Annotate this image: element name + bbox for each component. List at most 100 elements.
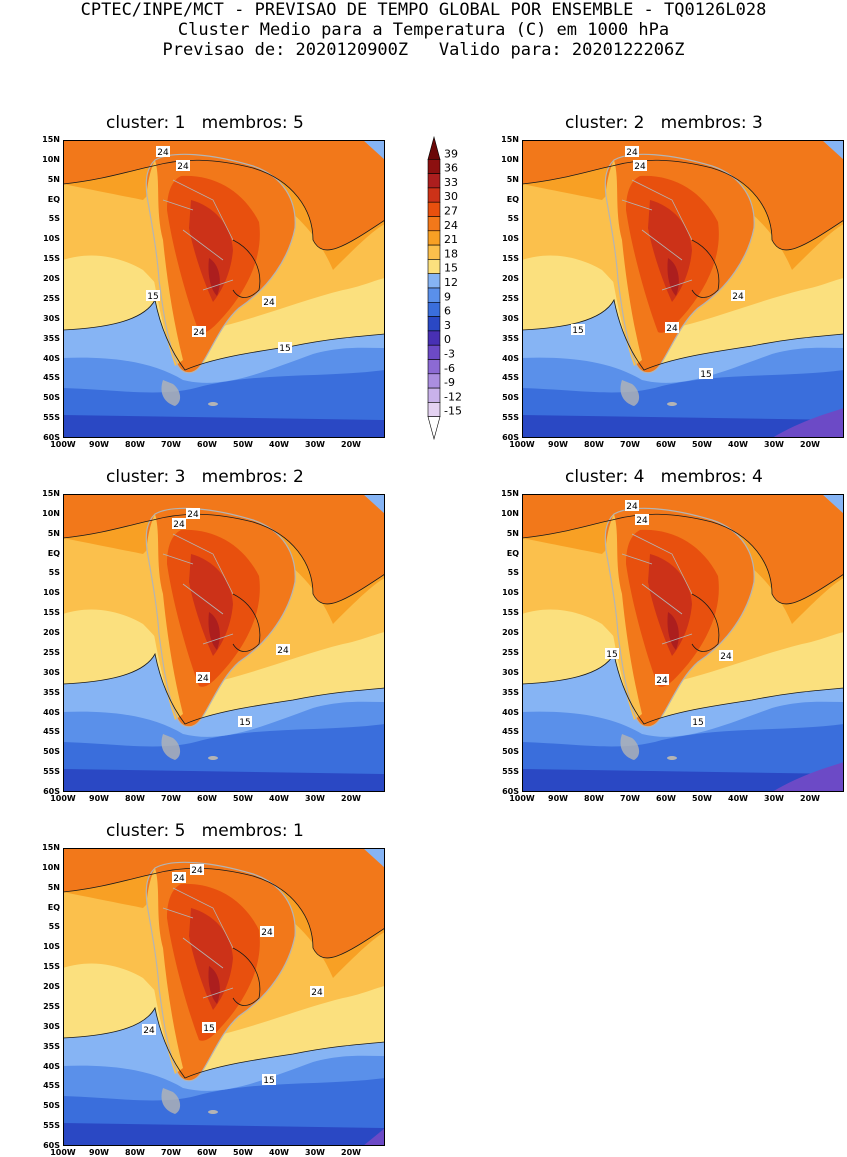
colorbar-segment: [427, 373, 441, 389]
longitude-label: 80W: [125, 440, 145, 449]
colorbar-label: -6: [444, 362, 455, 375]
longitude-label: 100W: [509, 440, 535, 449]
latitude-label: 5N: [506, 528, 519, 538]
latitude-label: 25S: [43, 647, 60, 657]
latitude-label: 15N: [501, 135, 519, 144]
contour-label: 24: [192, 326, 206, 338]
latitude-label: 20S: [43, 628, 60, 638]
header-line-3: Previsao de: 2020120900Z Valido para: 20…: [162, 40, 685, 60]
svg-text:15: 15: [606, 650, 617, 660]
svg-text:15: 15: [263, 1076, 274, 1086]
longitude-label: 70W: [161, 794, 181, 803]
latitude-label: 60S: [43, 1141, 60, 1150]
latitude-label: 5S: [48, 922, 60, 932]
svg-text:24: 24: [177, 162, 189, 172]
longitude-label: 100W: [50, 440, 76, 449]
longitude-label: 100W: [509, 794, 535, 803]
latitude-label: 10N: [42, 154, 60, 164]
latitude-label: 40S: [502, 353, 519, 363]
latitude-label: 5S: [507, 214, 519, 224]
longitude-label: 50W: [233, 440, 253, 449]
latitude-label: 15N: [42, 843, 60, 852]
latitude-label: 30S: [43, 667, 60, 677]
contour-label: 24: [176, 160, 190, 172]
colorbar-segment: [427, 387, 441, 403]
longitude-label: 90W: [89, 794, 109, 803]
colorbar-segment: [427, 287, 441, 303]
contour-label: 24: [310, 986, 324, 998]
svg-text:24: 24: [191, 866, 203, 876]
latitude-label: 10N: [42, 862, 60, 872]
svg-text:24: 24: [656, 676, 668, 686]
svg-text:24: 24: [311, 988, 323, 998]
contour-label: 15: [278, 342, 292, 354]
longitude-label: 50W: [692, 440, 712, 449]
svg-text:24: 24: [636, 516, 648, 526]
latitude-label: 15S: [43, 254, 60, 264]
longitude-label: 80W: [584, 794, 604, 803]
latitude-label: 55S: [43, 767, 60, 777]
latitude-label: 40S: [43, 707, 60, 717]
contour-label: 24: [665, 322, 679, 334]
latitude-label: 15N: [42, 489, 60, 498]
latitude-label: 10S: [502, 588, 519, 598]
colorbar-label: 24: [444, 219, 458, 232]
contour-label: 15: [571, 324, 585, 336]
longitude-label: 20W: [800, 440, 820, 449]
colorbar-label: 33: [444, 176, 458, 189]
latitude-label: 35S: [43, 333, 60, 343]
longitude-label: 50W: [692, 794, 712, 803]
latitude-label: EQ: [47, 194, 60, 204]
svg-text:24: 24: [277, 646, 289, 656]
latitude-label: 30S: [43, 1021, 60, 1031]
contour-label: 15: [262, 1074, 276, 1086]
colorbar-label: 36: [444, 162, 458, 175]
colorbar-label: 3: [444, 319, 451, 332]
colorbar-label: 27: [444, 205, 458, 218]
header-line-1: CPTEC/INPE/MCT - PREVISAO DE TEMPO GLOBA…: [80, 0, 767, 20]
longitude-label: 30W: [764, 794, 784, 803]
colorbar-segment: [427, 216, 441, 232]
longitude-label: 40W: [269, 1148, 289, 1157]
colorbar-segment: [427, 259, 441, 275]
colorbar-label: 39: [444, 147, 458, 160]
colorbar-segment: [427, 402, 441, 417]
contour-label: 24: [635, 514, 649, 526]
longitude-label: 60W: [197, 440, 217, 449]
colorbar-label: -3: [444, 348, 455, 361]
latitude-label: 15S: [502, 254, 519, 264]
svg-text:15: 15: [147, 292, 158, 302]
longitude-label: 40W: [728, 440, 748, 449]
latitude-label: 25S: [502, 647, 519, 657]
latitude-label: 20S: [43, 982, 60, 992]
latitude-label: 50S: [43, 747, 60, 757]
contour-label: 24: [719, 650, 733, 662]
latitude-label: 15S: [43, 962, 60, 972]
contour-label: 24: [172, 518, 186, 530]
svg-text:15: 15: [239, 718, 250, 728]
temperature-map: 24 24 15 24 24 15: [522, 140, 844, 438]
longitude-label: 60W: [197, 1148, 217, 1157]
latitude-label: 5N: [506, 174, 519, 184]
svg-text:24: 24: [261, 928, 273, 938]
latitude-label: EQ: [506, 548, 519, 558]
latitude-label: 30S: [43, 313, 60, 323]
contour-label: 24: [190, 864, 204, 876]
longitude-label: 30W: [305, 1148, 325, 1157]
longitude-label: 40W: [728, 794, 748, 803]
latitude-label: 10N: [42, 508, 60, 518]
colorbar-segment: [427, 330, 441, 346]
longitude-label: 40W: [269, 440, 289, 449]
longitude-label: 60W: [656, 794, 676, 803]
svg-text:24: 24: [634, 162, 646, 172]
colorbar-segment: [427, 316, 441, 332]
panel-title: cluster: 3 membros: 2: [106, 467, 304, 487]
temperature-map: 24 24 15 24 24 15: [522, 494, 844, 792]
colorbar-label: -12: [444, 390, 462, 403]
colorbar-segment: [427, 273, 441, 289]
svg-text:24: 24: [143, 1026, 155, 1036]
svg-text:24: 24: [193, 328, 205, 338]
contour-label: 24: [625, 500, 639, 512]
longitude-label: 20W: [800, 794, 820, 803]
